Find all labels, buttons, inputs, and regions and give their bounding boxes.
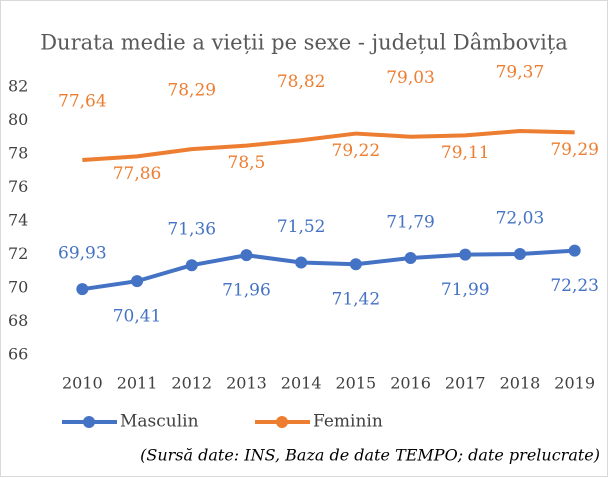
x-tick-label: 2018 [500, 374, 541, 393]
value-label: 70,41 [113, 307, 162, 327]
chart-title: Durata medie a vieții pe sexe - județul … [40, 31, 568, 55]
y-tick-label: 66 [8, 345, 28, 364]
x-tick-label: 2014 [281, 374, 322, 393]
point-marker [349, 258, 362, 271]
x-tick-label: 2010 [62, 374, 103, 393]
series-line [82, 129, 575, 163]
point-marker [240, 249, 253, 262]
x-tick-label: 2019 [554, 374, 595, 393]
x-tick-label: 2011 [117, 374, 158, 393]
legend-marker [83, 416, 95, 428]
value-label: 79,22 [332, 141, 381, 161]
x-tick-label: 2017 [445, 374, 486, 393]
x-tick-label: 2015 [335, 374, 376, 393]
x-tick-label: 2012 [171, 374, 212, 393]
value-label: 72,03 [496, 208, 545, 228]
value-label: 79,11 [441, 143, 490, 163]
point-marker [459, 248, 472, 261]
value-label: 78,82 [277, 72, 326, 92]
value-label: 71,79 [386, 213, 435, 233]
value-label: 78,29 [167, 81, 216, 101]
point-marker [295, 256, 308, 269]
y-tick-label: 76 [8, 177, 28, 196]
value-label: 78,5 [228, 153, 266, 173]
y-tick-label: 74 [8, 211, 28, 230]
point-marker [568, 244, 581, 257]
value-label: 71,99 [441, 280, 490, 300]
value-label: 71,96 [222, 281, 271, 301]
value-label: 79,03 [386, 68, 435, 88]
x-tick-label: 2016 [390, 374, 431, 393]
source-note: (Sursă date: INS, Baza de date TEMPO; da… [140, 446, 600, 465]
value-label: 79,29 [550, 140, 599, 160]
value-label: 71,52 [277, 217, 326, 237]
series-line [82, 248, 575, 292]
y-tick-label: 72 [8, 244, 28, 263]
legend-label: Masculin [120, 412, 199, 432]
value-label: 77,64 [58, 92, 107, 112]
point-marker [404, 252, 417, 265]
value-label: 72,23 [550, 276, 599, 296]
value-label: 71,42 [332, 290, 381, 310]
point-marker [513, 247, 526, 260]
legend-marker [276, 416, 288, 428]
y-tick-label: 68 [8, 311, 28, 330]
legend-label: Feminin [313, 412, 383, 432]
y-tick-label: 80 [8, 110, 28, 129]
x-tick-label: 2013 [226, 374, 267, 393]
point-marker [131, 275, 144, 288]
value-label: 69,93 [58, 244, 107, 264]
value-label: 79,37 [496, 63, 545, 83]
point-marker [76, 283, 89, 296]
value-label: 77,86 [113, 164, 162, 184]
value-label: 71,36 [167, 220, 216, 240]
y-tick-label: 70 [8, 278, 28, 297]
y-tick-label: 78 [8, 144, 28, 163]
y-tick-label: 82 [8, 77, 28, 96]
point-marker [185, 259, 198, 272]
